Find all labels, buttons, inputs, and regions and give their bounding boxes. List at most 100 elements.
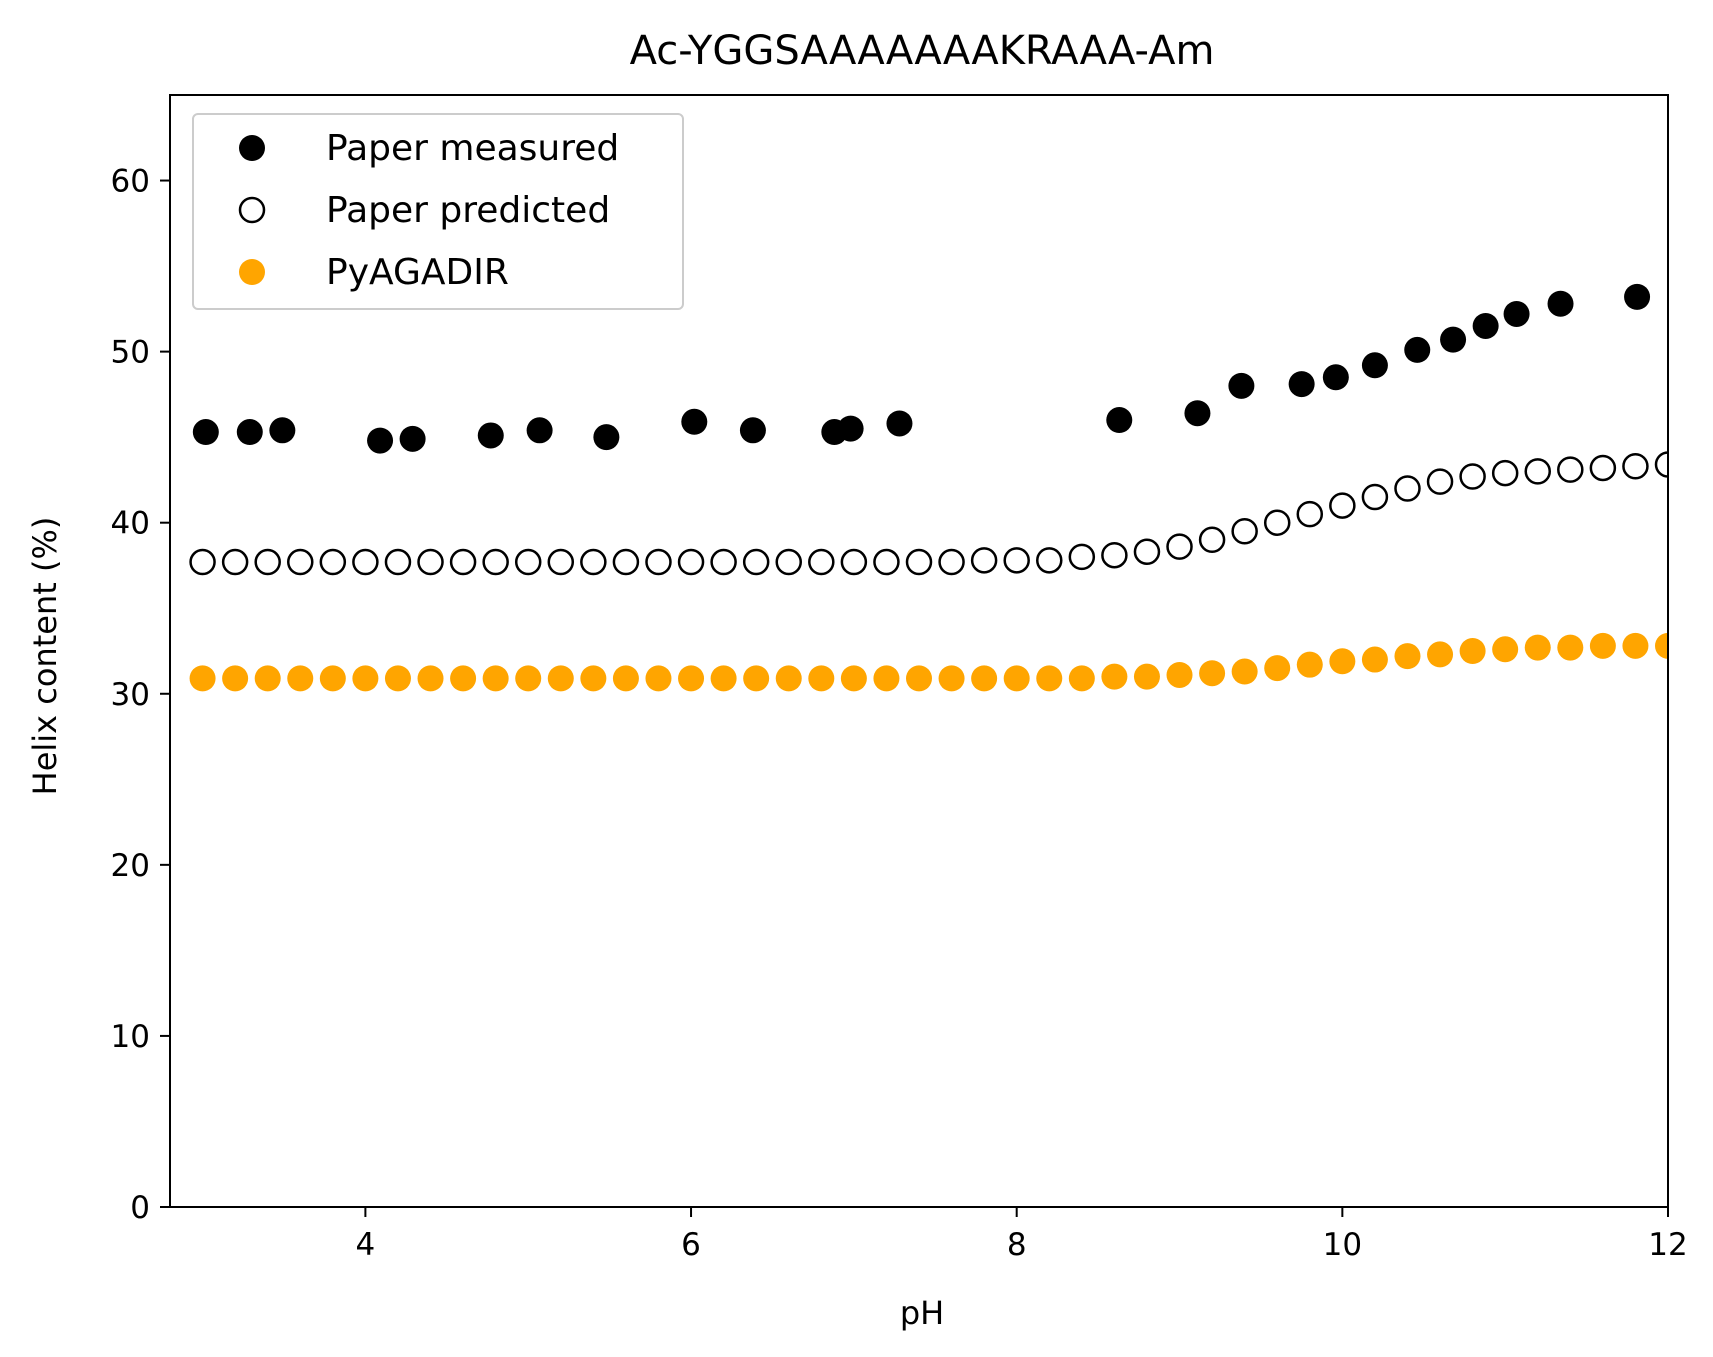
data-point [840,548,868,576]
data-point [710,548,737,576]
data-point [1003,547,1030,574]
data-point [873,665,900,692]
data-point [1427,641,1454,668]
data-point [645,665,672,692]
legend-marker [239,259,265,285]
data-point [1322,364,1349,391]
data-point [269,417,296,444]
data-point [1329,648,1356,675]
data-point [1101,663,1128,690]
data-point [840,665,867,692]
data-point [1404,336,1431,363]
y-tick-label: 20 [111,848,150,884]
data-point [514,548,542,576]
data-point [1296,500,1324,528]
data-point [593,424,620,451]
data-point [1133,538,1161,566]
data-point [515,665,542,692]
data-point [1263,509,1291,536]
legend-marker [238,196,266,224]
data-point [1003,665,1030,692]
data-point [1133,663,1160,690]
data-point [450,665,477,692]
data-point [938,548,965,576]
data-point [1106,407,1133,434]
data-point [1459,463,1486,490]
data-point [678,665,705,692]
data-point [1547,290,1574,317]
data-point [1503,300,1530,327]
data-point [254,548,281,576]
data-point [1361,352,1388,379]
data-point [710,665,737,692]
y-tick-label: 40 [111,506,150,542]
x-tick-label: 4 [356,1227,376,1263]
y-tick-label: 0 [130,1190,150,1226]
data-point [547,548,575,576]
data-point [222,665,249,692]
data-point [384,548,412,576]
data-point [775,665,802,692]
y-tick-label: 10 [111,1019,150,1055]
data-point [1036,665,1063,692]
data-point [1655,632,1668,659]
data-point [1068,543,1096,571]
data-point [417,548,444,576]
data-point [742,548,770,576]
legend: Paper measured Paper predicted PyAGADIR [192,113,684,310]
series-paper-measured [192,283,1651,454]
data-point [1394,643,1421,670]
data-point [743,665,770,692]
data-point [449,548,477,576]
data-point [905,548,933,576]
data-point [1264,655,1291,682]
data-point [1231,658,1258,685]
legend-box [192,113,684,310]
data-point [1361,646,1388,673]
data-point [221,548,249,576]
data-point [287,665,314,692]
legend-label: Paper predicted [326,190,610,231]
data-point [1472,312,1499,339]
data-point [1491,459,1519,487]
data-point [1361,483,1389,511]
series-paper-predicted [189,451,1668,576]
data-point [189,665,216,692]
axis-ticks: 4 6 8 10 12 0 10 20 30 40 50 60 [111,164,1688,1263]
data-point [1557,634,1584,661]
data-point [1622,452,1649,480]
data-point [775,548,802,576]
data-point [367,427,394,454]
data-point [645,548,672,576]
data-point [319,548,347,576]
data-point [1101,541,1128,569]
data-point [1394,475,1421,502]
data-point [477,422,504,449]
data-point [1036,547,1063,574]
data-point [1198,526,1226,554]
y-axis-label: Helix content (%) [26,517,64,796]
data-point [677,548,705,576]
data-point [189,548,216,576]
data-point [580,548,607,576]
data-point [1524,458,1551,485]
data-point [873,548,900,576]
data-point [1589,632,1616,659]
legend-label: PyAGADIR [326,252,509,293]
data-point [808,548,835,576]
data-point [1288,371,1315,398]
legend-marker [239,135,265,161]
data-point [1329,492,1356,519]
data-point [526,417,553,444]
x-tick-label: 10 [1323,1227,1362,1263]
x-tick-label: 8 [1007,1227,1027,1263]
data-point [1166,533,1193,560]
data-point [681,408,708,435]
data-point [236,419,263,446]
data-point [1184,400,1211,427]
data-point [971,665,998,692]
data-point [1557,456,1584,483]
data-point [1654,451,1668,478]
data-point [547,665,574,692]
